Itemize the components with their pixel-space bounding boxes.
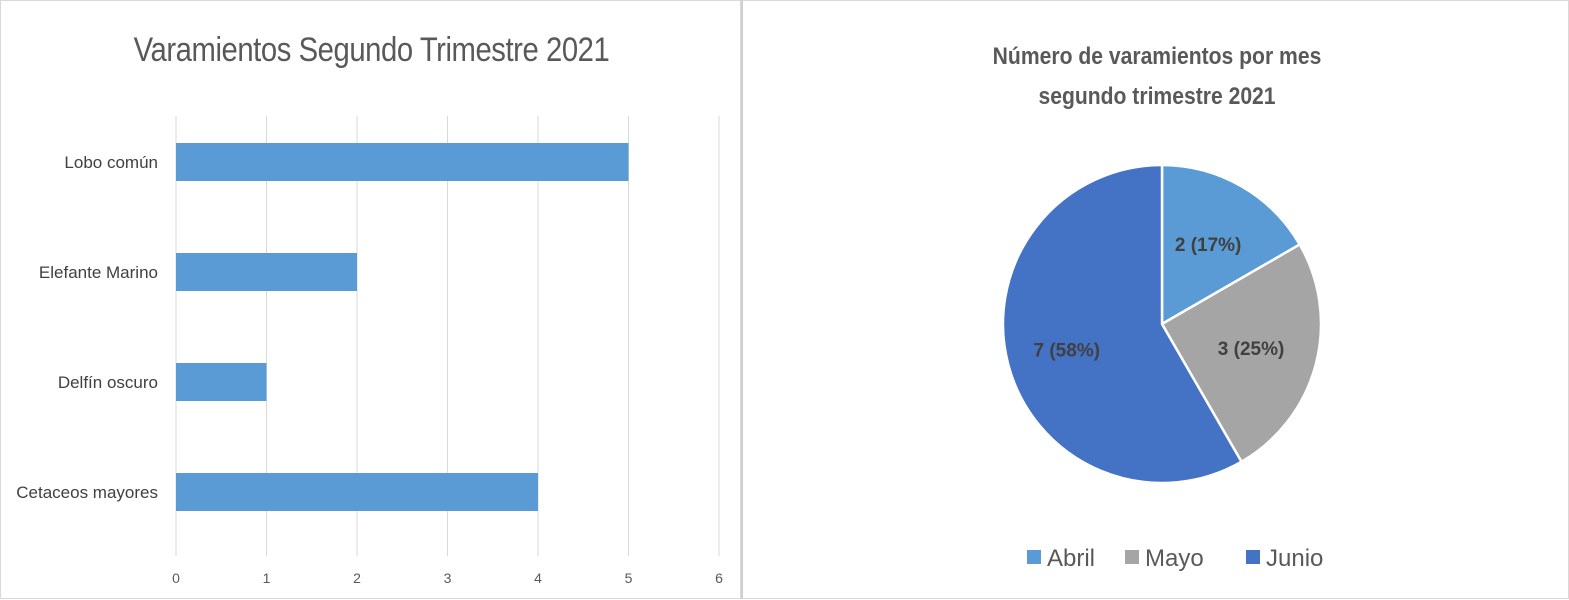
bar-2 bbox=[176, 363, 267, 401]
legend-swatch-mayo bbox=[1125, 550, 1139, 564]
legend-swatch-junio bbox=[1246, 550, 1260, 564]
x-tick-label: 6 bbox=[715, 570, 723, 586]
bar-3 bbox=[176, 473, 538, 511]
pie-data-label: 3 (25%) bbox=[1218, 339, 1285, 360]
legend-label: Abril bbox=[1047, 545, 1095, 572]
category-label: Lobo común bbox=[64, 153, 158, 172]
pie-slice-abril bbox=[1160, 163, 1301, 326]
pie-data-label: 2 (17%) bbox=[1175, 235, 1242, 256]
x-tick-label: 0 bbox=[172, 570, 180, 586]
bar-1 bbox=[176, 253, 357, 291]
category-label: Elefante Marino bbox=[39, 263, 158, 282]
x-tick-label: 4 bbox=[534, 570, 542, 586]
legend-label: Mayo bbox=[1145, 545, 1204, 572]
legend-label: Junio bbox=[1266, 545, 1323, 572]
x-tick-label: 1 bbox=[263, 570, 271, 586]
category-label: Cetaceos mayores bbox=[16, 483, 158, 502]
pie-chart-panel: Número de varamientos por mes segundo tr… bbox=[741, 0, 1569, 599]
pie-chart-title: Número de varamientos por mes segundo tr… bbox=[793, 37, 1522, 117]
legend-swatch-abril bbox=[1027, 550, 1041, 564]
pie-title-line-1: Número de varamientos por mes bbox=[992, 43, 1322, 70]
bar-0 bbox=[176, 143, 629, 181]
pie-title-line-2: segundo trimestre 2021 bbox=[1038, 83, 1276, 110]
x-tick-label: 2 bbox=[353, 570, 361, 586]
bar-chart-panel: Varamientos Segundo Trimestre 2021 0 1 2 3 4… bbox=[0, 0, 741, 599]
bar-chart-title: Varamientos Segundo Trimestre 2021 bbox=[133, 31, 610, 69]
pie-slice-mayo bbox=[1160, 243, 1323, 463]
x-tick-label: 3 bbox=[444, 570, 452, 586]
pie-slice-junio bbox=[1001, 163, 1243, 485]
x-tick-label: 5 bbox=[625, 570, 633, 586]
pie-data-label: 7 (58%) bbox=[1034, 341, 1101, 362]
bar-chart: 0 1 2 3 4 5 6 Lobo común Elefante Marino Delfín o… bbox=[16, 116, 723, 586]
category-label: Delfín oscuro bbox=[58, 373, 158, 392]
pie-chart: 2 (17%) 3 (25%) 7 (58%) Abril Mayo Junio bbox=[1001, 163, 1323, 572]
